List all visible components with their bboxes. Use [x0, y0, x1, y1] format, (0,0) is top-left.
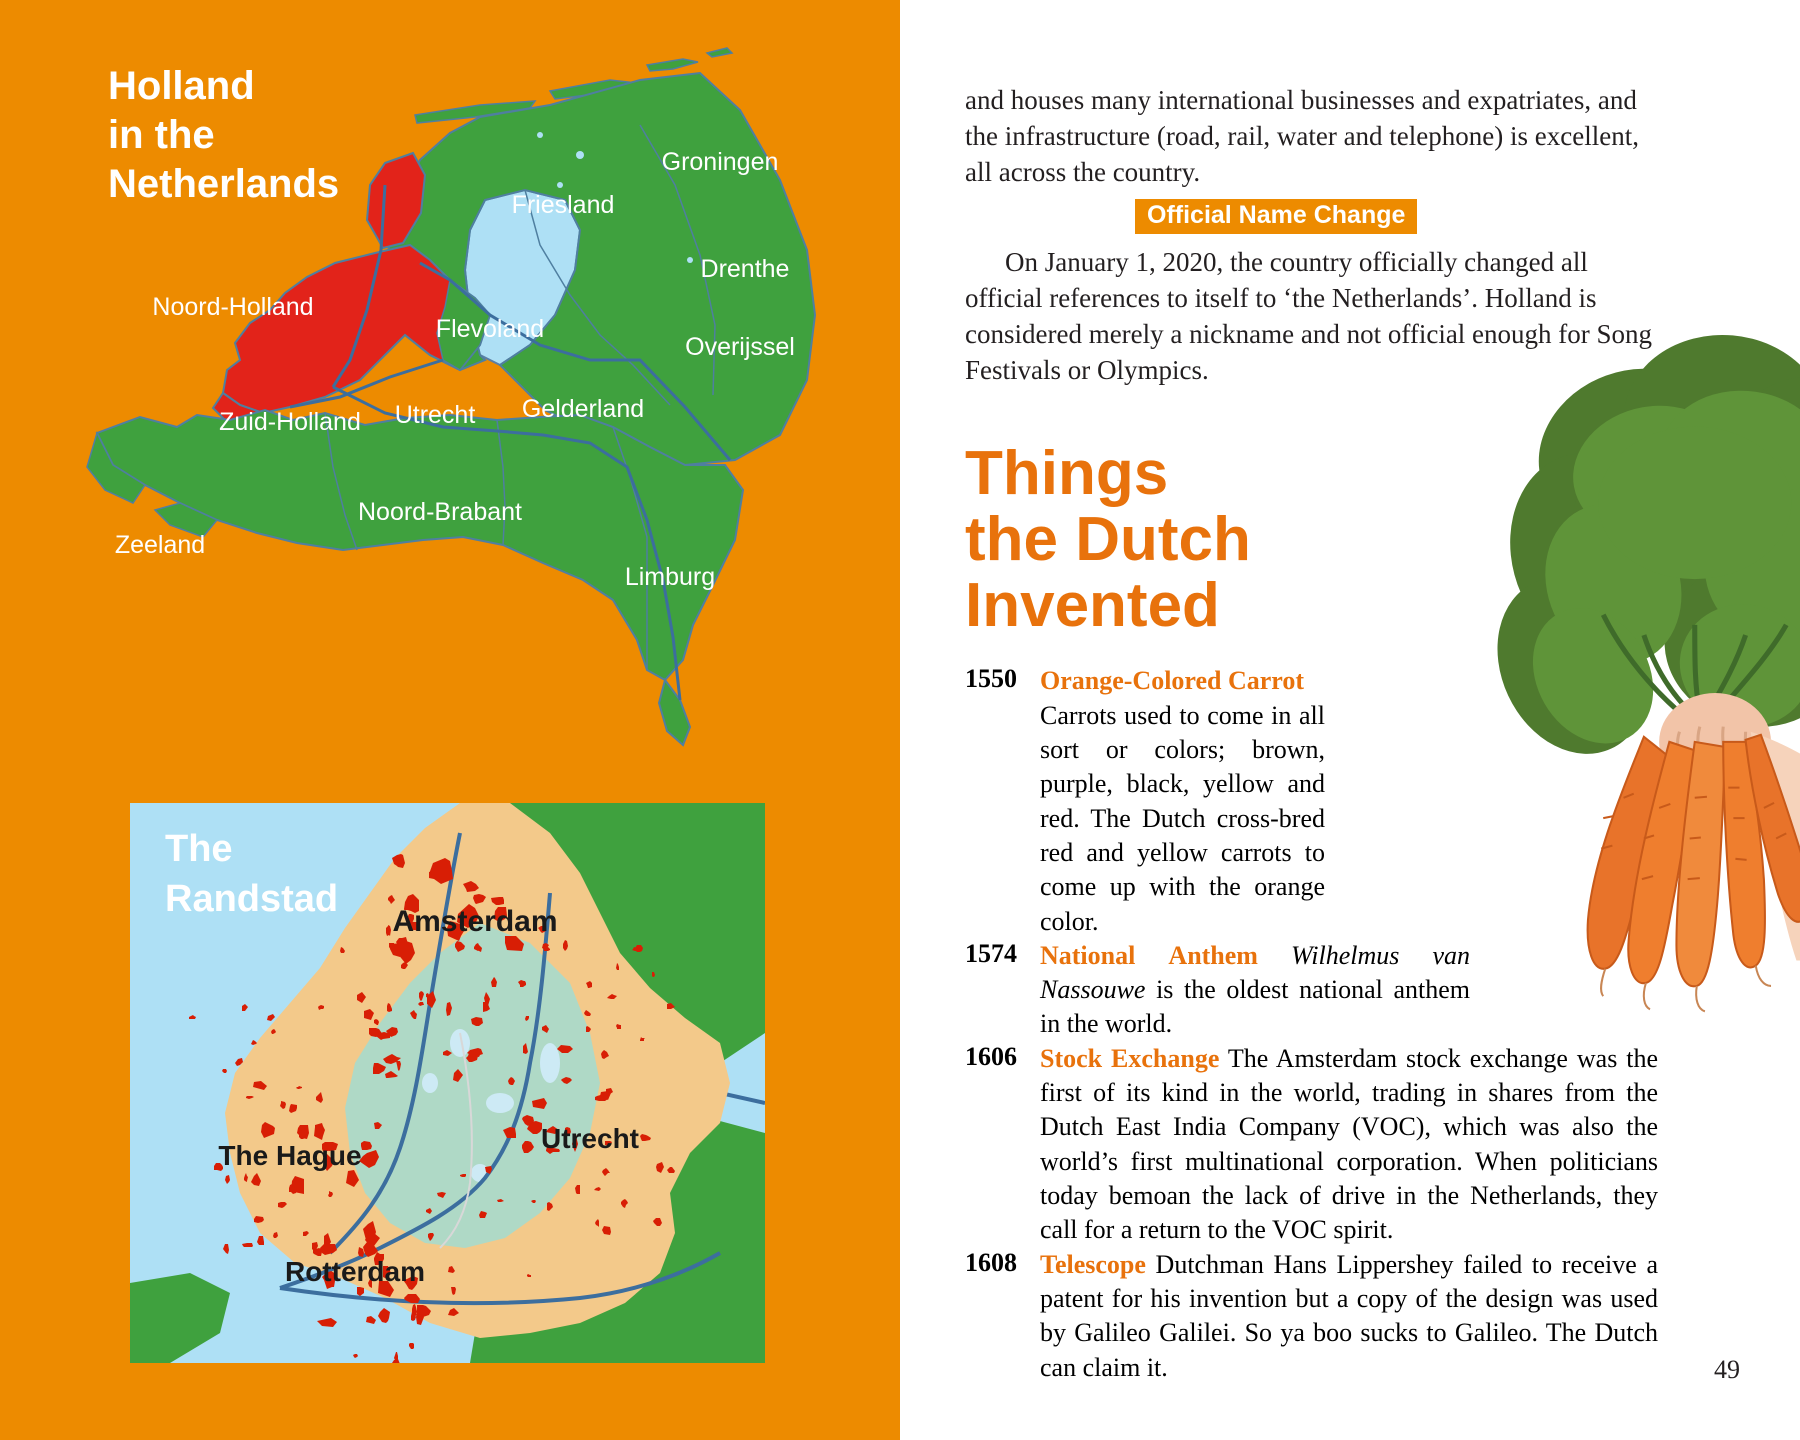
svg-text:Groningen: Groningen [662, 148, 779, 176]
svg-text:Noord-Brabant: Noord-Brabant [358, 498, 522, 526]
svg-text:Rotterdam: Rotterdam [285, 1256, 425, 1287]
svg-text:Flevoland: Flevoland [436, 315, 544, 343]
svg-text:Randstad: Randstad [165, 878, 338, 920]
svg-text:Noord-Holland: Noord-Holland [152, 293, 313, 321]
svg-text:Zeeland: Zeeland [115, 531, 205, 559]
svg-text:Friesland: Friesland [512, 191, 615, 219]
svg-text:Limburg: Limburg [625, 563, 715, 591]
svg-text:Amsterdam: Amsterdam [392, 905, 557, 938]
svg-text:Utrecht: Utrecht [395, 401, 476, 429]
svg-text:The: The [165, 828, 233, 870]
svg-text:Overijssel: Overijssel [685, 333, 795, 361]
svg-text:Utrecht: Utrecht [541, 1123, 639, 1154]
svg-text:Drenthe: Drenthe [701, 255, 790, 283]
svg-text:The Hague: The Hague [218, 1140, 361, 1171]
svg-text:Zuid-Holland: Zuid-Holland [219, 408, 361, 436]
svg-text:Gelderland: Gelderland [522, 395, 644, 423]
